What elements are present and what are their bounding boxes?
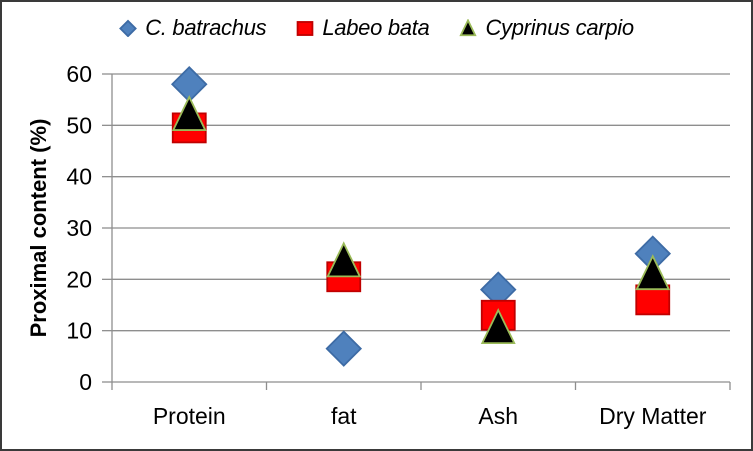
y-tick-label: 20 <box>66 266 92 292</box>
legend-label-cyprinus-carpio: Cyprinus carpio <box>485 15 634 40</box>
legend-item-c-batrachus: C. batrachus <box>119 15 267 41</box>
data-point-triangle-dry-matter <box>635 254 671 291</box>
diamond-icon <box>119 19 138 37</box>
y-tick-label: 60 <box>66 61 92 87</box>
y-tick-label: 10 <box>66 318 92 344</box>
square-glyph <box>297 21 314 36</box>
legend-label-c-batrachus: C. batrachus <box>145 15 267 40</box>
y-tick-label: 30 <box>66 215 92 241</box>
x-category-label: fat <box>331 403 357 429</box>
y-tick-label: 50 <box>66 112 92 138</box>
legend-label-labeo-bata: Labeo bata <box>322 15 430 40</box>
y-tick-label: 0 <box>79 369 92 395</box>
legend: C. batrachus Labeo bata Cyprinus carpio <box>2 15 751 41</box>
diamond-glyph <box>119 19 138 37</box>
data-point-triangle-ash <box>480 308 516 345</box>
y-tick-label: 40 <box>66 164 92 190</box>
data-point-triangle-fat <box>326 241 362 278</box>
x-category-label: Protein <box>153 403 226 429</box>
x-category-label: Dry Matter <box>599 403 707 429</box>
square-icon <box>297 21 314 36</box>
data-point-triangle-protein <box>171 95 207 131</box>
legend-item-labeo-bata: Labeo bata <box>296 15 430 41</box>
data-point-diamond-fat <box>325 330 363 367</box>
x-category-label: Ash <box>478 403 518 429</box>
y-axis-title: Proximal content (%) <box>26 119 51 338</box>
triangle-icon <box>459 19 478 37</box>
legend-item-cyprinus-carpio: Cyprinus carpio <box>459 15 634 41</box>
triangle-glyph <box>459 19 478 37</box>
